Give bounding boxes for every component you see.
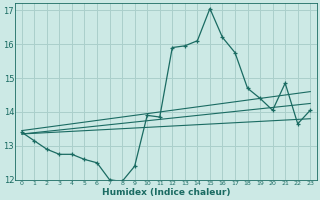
X-axis label: Humidex (Indice chaleur): Humidex (Indice chaleur) [102, 188, 230, 197]
